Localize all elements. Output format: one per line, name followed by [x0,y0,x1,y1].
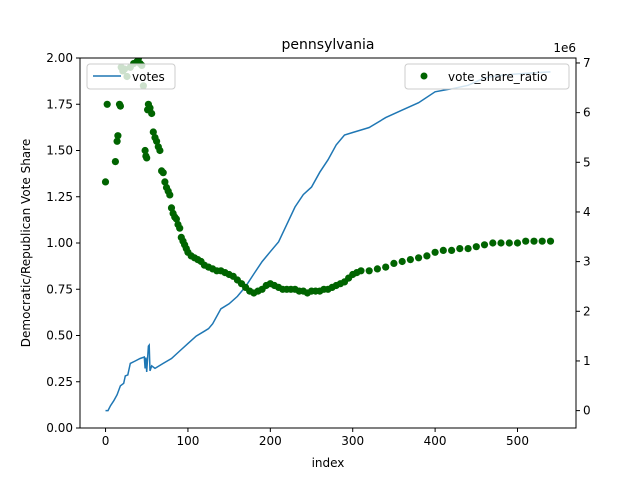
ratio-point-105 [489,239,497,247]
y-axis-label-left: Democratic/Republican Vote Share [19,139,33,347]
ratio-point-112 [546,237,555,245]
ratio-point-107 [505,239,513,247]
ratio-point-110 [530,237,538,245]
legend-vote-share-ratio: vote_share_ratio [404,63,570,90]
y-right-tick-label-5: 5 [583,155,591,169]
ratio-point-96 [415,254,423,262]
axes: 0 100 200 300 400 500 0.00 0.25 0.50 0.75 1.00 1.25… [46,51,590,448]
ratio-point-94 [398,257,406,266]
y-left-tick-label-6: 1.50 [46,144,73,158]
right-axis-offset-text: 1e6 [553,41,576,55]
ratio-point-2 [111,158,119,166]
ratio-point-89 [357,267,365,275]
y-left-tick-label-5: 1.25 [46,190,73,204]
ratio-point-31 [159,169,167,177]
y-left-tick-label-3: 0.75 [46,282,73,296]
x-axis-label: index [312,456,345,470]
y-left-tick-label-7: 1.75 [46,97,73,111]
legend-ratio-frame [404,63,570,90]
legend-votes-frame [86,63,176,90]
ratio-point-93 [390,259,398,267]
y-left-tick-label-1: 0.25 [46,375,73,389]
legend-votes: votes [86,63,176,90]
ratio-point-4 [114,132,122,140]
ratio-point-104 [480,241,489,249]
ratio-point-92 [382,263,390,271]
ratio-point-108 [513,239,522,247]
ratio-point-1 [103,100,111,108]
ratio-point-20 [143,154,151,162]
ratio-point-41 [176,224,184,232]
y-right-tick-label-2: 2 [583,304,591,318]
y-right-tick-label-3: 3 [583,255,591,269]
ratio-point-99 [439,246,447,254]
ratio-point-101 [456,245,464,253]
ratio-point-95 [406,256,414,264]
x-tick-label-200: 200 [259,434,282,448]
ratio-point-90 [365,267,373,275]
ratio-point-0 [101,178,110,186]
ratio-point-36 [167,204,176,212]
legend-votes-label: votes [132,70,165,84]
y-left-tick-label-0: 0.00 [46,421,73,435]
x-tick-label-500: 500 [506,434,529,448]
series-votes-line [105,71,551,412]
ratio-point-39 [172,215,180,223]
ratio-point-100 [448,246,456,254]
ratio-point-23 [146,104,154,112]
ratio-point-111 [538,237,546,245]
x-tick-label-0: 0 [102,434,110,448]
y-right-tick-label-4: 4 [583,205,591,219]
ratio-point-106 [497,239,505,247]
ratio-point-32 [161,178,169,186]
legend-ratio-label: vote_share_ratio [448,70,547,84]
ratio-point-97 [423,252,431,260]
legend-ratio-dot-icon [420,72,428,80]
ratio-point-35 [166,191,174,199]
ratio-point-102 [464,245,472,253]
y-right-tick-label-1: 1 [583,354,591,368]
y-left-tick-label-2: 0.50 [46,329,73,343]
chart-title: pennsylvania [282,37,375,53]
ratio-point-103 [472,243,480,251]
x-tick-label-400: 400 [424,434,447,448]
ratio-point-18 [141,146,149,155]
ratio-point-27 [153,137,161,145]
y-right-tick-label-7: 7 [583,56,591,70]
ratio-point-109 [522,237,530,245]
ratio-point-98 [431,248,439,256]
y-right-tick-label-6: 6 [583,106,591,120]
y-right-tick-label-0: 0 [583,404,591,418]
ratio-point-91 [373,265,381,273]
ratio-point-29 [156,146,164,155]
y-left-tick-label-4: 1.00 [46,236,73,250]
y-left-tick-label-8: 2.00 [46,51,73,65]
ratio-point-6 [116,102,124,110]
ratio-point-24 [148,109,156,118]
x-tick-label-300: 300 [341,434,364,448]
ratio-point-3 [113,137,121,145]
x-tick-label-100: 100 [176,434,199,448]
ratio-point-25 [149,128,157,136]
